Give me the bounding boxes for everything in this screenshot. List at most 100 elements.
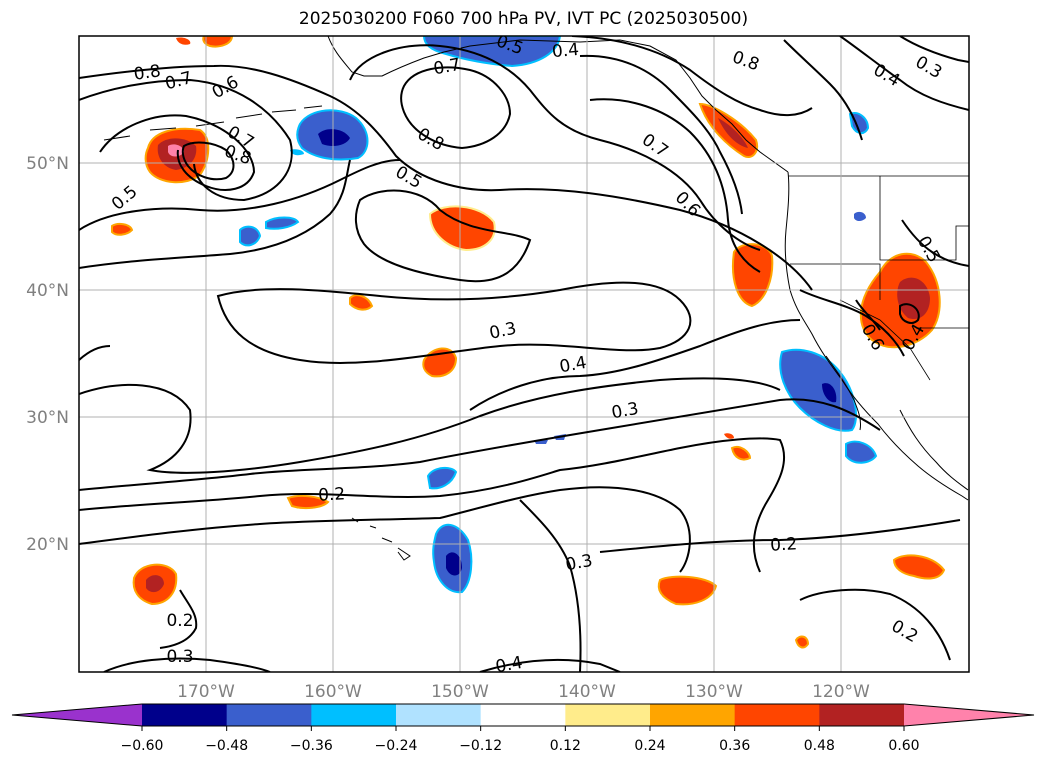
anomaly-positive xyxy=(428,205,496,252)
contour-line xyxy=(479,658,621,672)
lon-label: 140°W xyxy=(558,682,616,702)
contour-line xyxy=(799,289,905,357)
contour-line xyxy=(181,141,235,181)
alaska-coast xyxy=(327,36,789,173)
contour-line xyxy=(79,64,813,291)
contour-line xyxy=(599,519,961,553)
colorbar-segment xyxy=(226,704,312,726)
colorbar-tick-label: −0.60 xyxy=(121,738,164,754)
colorbar-tick-label: −0.24 xyxy=(375,738,418,754)
anomaly-positive xyxy=(718,118,748,148)
contour-line xyxy=(899,303,920,324)
contour-line xyxy=(579,54,743,215)
anomaly-positive xyxy=(724,433,734,439)
contour-line xyxy=(79,437,785,573)
anomaly-positive xyxy=(657,575,718,606)
contour-line xyxy=(519,499,582,672)
colorbar-tick-label: −0.48 xyxy=(205,738,248,754)
colorbar-segment xyxy=(480,704,566,726)
pv-contours xyxy=(79,36,969,672)
contour-line xyxy=(469,319,801,411)
anomaly-positive xyxy=(897,277,930,320)
lon-label: 150°W xyxy=(431,682,489,702)
contour-line xyxy=(899,36,969,63)
figure-title: 2025030200 F060 700 hPa PV, IVT PC (2025… xyxy=(298,9,749,29)
contour-label: 0.2 xyxy=(770,534,798,555)
anomaly-positive xyxy=(349,294,374,311)
contour-label: 0.7 xyxy=(432,55,462,79)
contour-line xyxy=(839,36,969,111)
contour-line xyxy=(79,345,111,361)
contour-label: 0.4 xyxy=(551,40,580,62)
contour-line xyxy=(589,98,761,273)
anomaly-positive xyxy=(286,494,330,510)
map-frame xyxy=(78,35,970,673)
colorbar-extension-max xyxy=(904,704,1034,726)
map-area xyxy=(79,36,969,672)
anomaly-positive xyxy=(730,446,752,461)
anomaly-negative xyxy=(822,383,837,403)
colorbar-segment xyxy=(819,704,905,726)
anomaly-negative xyxy=(854,211,866,221)
colorbar-tick-label: −0.12 xyxy=(459,738,502,754)
baja-california xyxy=(825,355,861,431)
colorbar-segment xyxy=(565,704,651,726)
contour-label: 0.2 xyxy=(166,611,193,631)
contour-line xyxy=(159,589,198,649)
north-america-coast xyxy=(784,171,969,501)
contour-line xyxy=(103,657,271,672)
graticule xyxy=(79,36,969,672)
colorbar-tick-label: 0.24 xyxy=(634,738,665,754)
anomaly-negative xyxy=(318,129,350,146)
anomaly-negative xyxy=(845,440,878,464)
colorbar-tick-label: 0.48 xyxy=(804,738,835,754)
contour-line xyxy=(855,299,881,331)
contour-line xyxy=(571,36,813,116)
lat-label: 30°N xyxy=(26,408,69,428)
contour-line xyxy=(799,588,951,661)
colorbar-extension-min xyxy=(12,704,142,726)
lon-label: 160°W xyxy=(304,682,362,702)
anomaly-negative xyxy=(422,36,562,68)
contour-label: 0.3 xyxy=(166,647,193,667)
contour-line xyxy=(400,66,512,150)
contour-line xyxy=(99,114,256,191)
anomaly-negative xyxy=(290,149,304,156)
political-boundaries xyxy=(788,175,969,381)
contour-line xyxy=(79,159,401,231)
colorbar-segment xyxy=(650,704,736,726)
contour-label: 0.3 xyxy=(564,551,594,575)
contour-line xyxy=(79,377,781,474)
contour-label: 0.8 xyxy=(133,61,163,85)
anomaly-positive xyxy=(111,222,134,236)
colorbar-tick-label: 0.12 xyxy=(550,738,581,754)
lon-label: 120°W xyxy=(812,682,870,702)
lat-label: 40°N xyxy=(26,281,69,301)
lon-label: 130°W xyxy=(685,682,743,702)
lat-label: 50°N xyxy=(26,154,69,174)
anomaly-positive xyxy=(794,635,810,649)
lon-label: 170°W xyxy=(177,682,235,702)
contour-line xyxy=(216,281,692,364)
contour-label: 0.4 xyxy=(558,353,588,377)
colorbar-segment xyxy=(396,704,482,726)
anomaly-positive xyxy=(146,575,164,593)
anomaly-positive xyxy=(892,554,946,580)
anomaly-negative xyxy=(446,552,462,576)
colorbar-tick-label: 0.36 xyxy=(719,738,750,754)
anomaly-negative xyxy=(239,225,262,247)
contour-line xyxy=(79,78,293,202)
anomaly-positive xyxy=(168,144,184,157)
anomaly-positive xyxy=(202,36,234,48)
colorbar-tick-label: −0.36 xyxy=(290,738,333,754)
lat-label: 20°N xyxy=(26,535,69,555)
contour-label: 0.3 xyxy=(610,399,640,423)
contour-line xyxy=(349,44,761,251)
mexico-coast xyxy=(899,409,969,491)
contour-line xyxy=(783,39,863,141)
contour-line xyxy=(354,189,532,283)
contour-line xyxy=(79,159,351,269)
colorbar: −0.60 −0.48 −0.36 −0.24 −0.12 0.12 0.24 0.36 0.4… xyxy=(11,703,1035,754)
contour-label: 0.4 xyxy=(494,653,524,677)
